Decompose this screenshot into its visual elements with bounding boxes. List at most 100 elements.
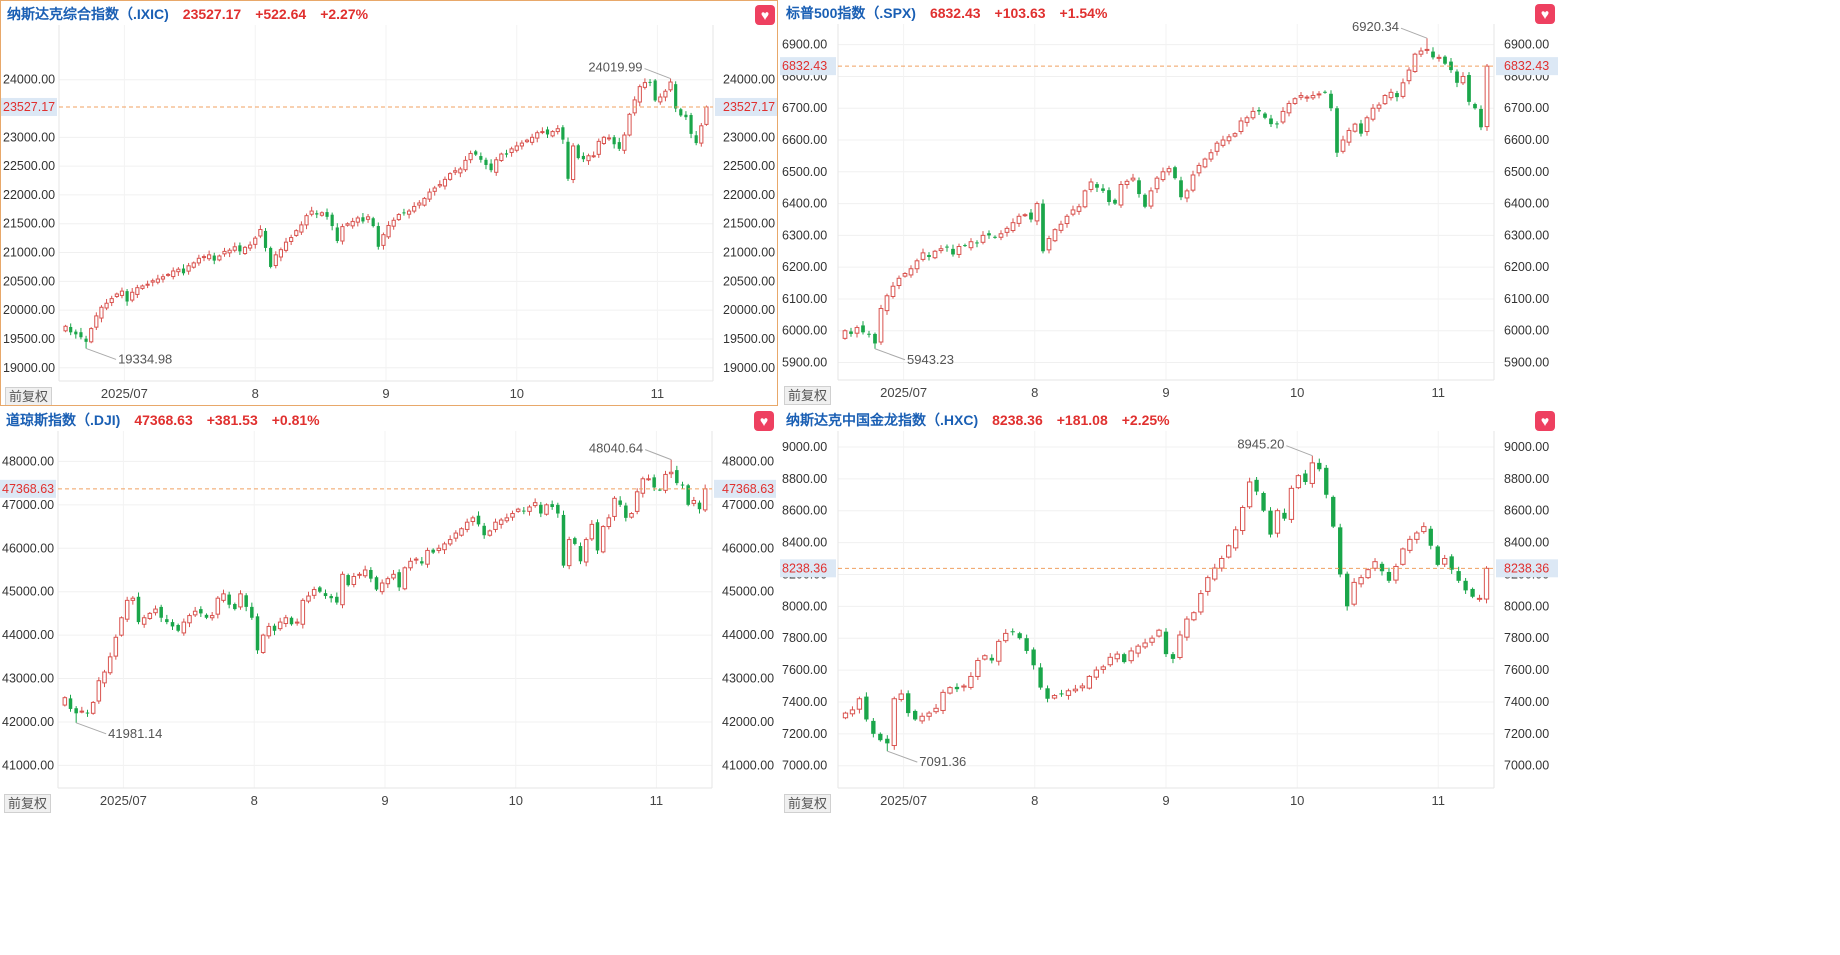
candle-body-down	[369, 569, 373, 579]
candle-body-up	[1166, 168, 1172, 173]
candle-body-up	[856, 698, 863, 710]
candle-body-up	[514, 145, 519, 151]
candle-body-up	[1093, 669, 1099, 678]
candle-body-up	[1484, 65, 1490, 128]
candle-body-up	[996, 640, 1002, 662]
y-tick-label-right: 7600.00	[1504, 663, 1549, 677]
candle-body-up	[186, 265, 191, 272]
candle-body-up	[702, 488, 708, 511]
candle-body-up	[187, 615, 192, 624]
candle-body-up	[612, 497, 617, 517]
candle-body-down	[170, 622, 175, 627]
candle-body-down	[674, 84, 678, 109]
x-tick-label: 8	[251, 793, 258, 808]
candle-body-up	[1400, 548, 1406, 565]
candle-body-up	[196, 257, 201, 264]
candle-body-up	[248, 244, 253, 249]
favorite-heart-icon[interactable]: ♥	[1535, 4, 1555, 24]
candle-body-up	[463, 159, 468, 171]
price-adjust-button[interactable]: 前复权	[4, 794, 52, 813]
price-adjust-button[interactable]: 前复权	[784, 386, 832, 405]
candle-body-up	[217, 255, 222, 261]
candle-body-up	[109, 298, 114, 304]
candlestick-chart[interactable]: 7000.00 7000.00 7200.00 7200.00 7400.00 7400.…	[780, 407, 1560, 814]
candle-body-down	[361, 217, 365, 222]
price-adjust-button[interactable]: 前复权	[5, 387, 53, 405]
x-tick-label: 10	[1290, 793, 1304, 808]
candle-body-down	[686, 485, 690, 505]
index-price: 47368.63	[134, 412, 193, 428]
candle-body-up	[362, 569, 368, 577]
y-tick-label-right: 47000.00	[722, 498, 774, 512]
candle-body-up	[119, 290, 125, 296]
y-tick-label-left: 43000.00	[2, 672, 54, 686]
x-tick-label: 2025/07	[100, 793, 147, 808]
candle-body-up	[406, 210, 412, 215]
candle-body-up	[1010, 222, 1016, 232]
high-price-label: 24019.99	[588, 60, 642, 75]
candle-body-down	[1031, 649, 1036, 666]
y-tick-label-left: 7200.00	[782, 727, 827, 741]
candle-body-up	[176, 268, 181, 273]
candle-body-up	[1232, 133, 1238, 137]
candle-body-up	[427, 191, 432, 200]
favorite-heart-icon[interactable]: ♥	[755, 5, 775, 25]
candle-body-up	[1058, 223, 1064, 231]
candle-body-up	[273, 254, 278, 267]
candle-body-up	[1421, 526, 1427, 533]
candlestick-chart[interactable]: 41000.00 41000.00 42000.00 42000.00 43000.00…	[0, 407, 778, 814]
chart-panel-hxc[interactable]: 纳斯达克中国金龙指数（.HXC) 8238.36 +181.08 +2.25% …	[780, 407, 1560, 814]
candle-body-down	[867, 333, 871, 335]
candle-body-up	[1046, 238, 1052, 251]
y-tick-label-right: 8800.00	[1504, 472, 1549, 486]
candle-body-up	[215, 597, 221, 615]
y-tick-label-right: 6400.00	[1504, 197, 1549, 211]
index-title[interactable]: 道琼斯指数（.DJI)	[6, 412, 121, 428]
chart-panel-dji[interactable]: 道琼斯指数（.DJI) 47368.63 +381.53 +0.81% ♥ 41…	[0, 407, 778, 814]
candle-body-up	[510, 513, 515, 518]
candle-body-up	[938, 248, 944, 252]
candle-body-up	[1316, 93, 1322, 96]
candle-body-up	[114, 293, 119, 297]
index-title[interactable]: 纳斯达克综合指数（.IXIC)	[7, 6, 169, 22]
price-adjust-button[interactable]: 前复权	[784, 794, 832, 813]
candlestick-chart[interactable]: 5900.00 5900.00 6000.00 6000.00 6100.00 6100.…	[780, 0, 1560, 406]
candle-body-down	[1473, 104, 1477, 109]
candle-body-up	[304, 215, 309, 226]
y-tick-label-left: 6600.00	[782, 133, 827, 147]
y-tick-label-left: 8600.00	[782, 504, 827, 518]
candle-body-up	[571, 145, 576, 181]
candle-body-up	[1310, 95, 1316, 99]
candle-body-down	[1101, 188, 1105, 191]
candlestick-chart[interactable]: 19000.00 19000.00 19500.00 19500.00 20000.00…	[1, 1, 778, 406]
candle-body-up	[1154, 177, 1160, 190]
index-price: 8238.36	[992, 412, 1043, 428]
low-price-label: 41981.14	[108, 726, 162, 741]
favorite-heart-icon[interactable]: ♥	[1535, 411, 1555, 431]
candle-body-down	[484, 159, 488, 165]
candle-body-down	[85, 712, 90, 714]
chart-panel-ixic[interactable]: 纳斯达克综合指数（.IXIC) 23527.17 +522.64 +2.27% …	[0, 0, 778, 406]
candle-body-down	[878, 733, 883, 741]
candle-body-down	[1041, 203, 1045, 252]
candle-body-up	[532, 502, 538, 507]
candle-body-down	[913, 710, 918, 720]
y-tick-label-right: 20500.00	[723, 274, 775, 288]
candle-body-down	[1263, 113, 1267, 118]
candle-body-up	[1107, 656, 1113, 666]
current-price-label-bg-right	[714, 479, 776, 498]
candle-body-up	[141, 617, 147, 625]
candle-body-up	[980, 234, 986, 243]
high-price-label: 6920.34	[1352, 19, 1399, 34]
chart-panel-spx[interactable]: 标普500指数（.SPX) 6832.43 +103.63 +1.54% ♥ 5…	[780, 0, 1560, 406]
favorite-heart-icon[interactable]: ♥	[754, 411, 774, 431]
candle-body-down	[1107, 190, 1111, 202]
y-tick-label-left: 8800.00	[782, 472, 827, 486]
candle-body-up	[586, 155, 591, 162]
index-title[interactable]: 标普500指数（.SPX)	[786, 5, 916, 21]
candle-body-up	[1064, 215, 1070, 225]
candle-body-up	[515, 508, 521, 512]
candle-body-up	[1476, 597, 1483, 600]
candle-body-up	[221, 593, 226, 601]
index-title[interactable]: 纳斯达克中国金龙指数（.HXC)	[786, 412, 979, 428]
